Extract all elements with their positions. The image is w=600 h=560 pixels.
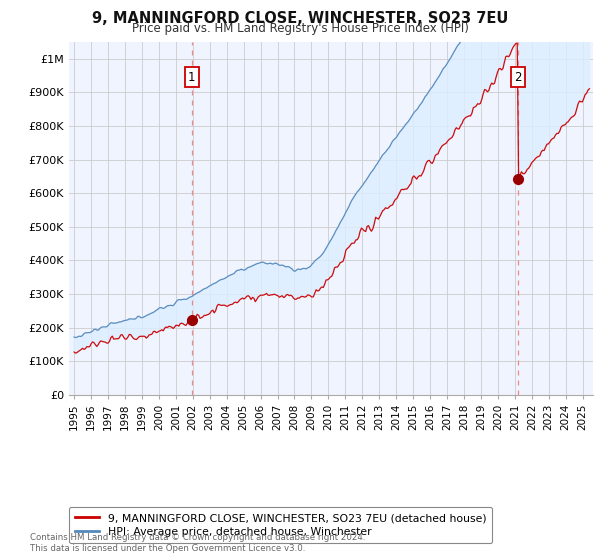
Text: 1: 1	[188, 71, 196, 84]
Text: 9, MANNINGFORD CLOSE, WINCHESTER, SO23 7EU: 9, MANNINGFORD CLOSE, WINCHESTER, SO23 7…	[92, 11, 508, 26]
Legend: 9, MANNINGFORD CLOSE, WINCHESTER, SO23 7EU (detached house), HPI: Average price,: 9, MANNINGFORD CLOSE, WINCHESTER, SO23 7…	[69, 507, 492, 543]
Text: Contains HM Land Registry data © Crown copyright and database right 2024.
This d: Contains HM Land Registry data © Crown c…	[30, 533, 365, 553]
Text: 2: 2	[514, 71, 521, 84]
Text: Price paid vs. HM Land Registry's House Price Index (HPI): Price paid vs. HM Land Registry's House …	[131, 22, 469, 35]
